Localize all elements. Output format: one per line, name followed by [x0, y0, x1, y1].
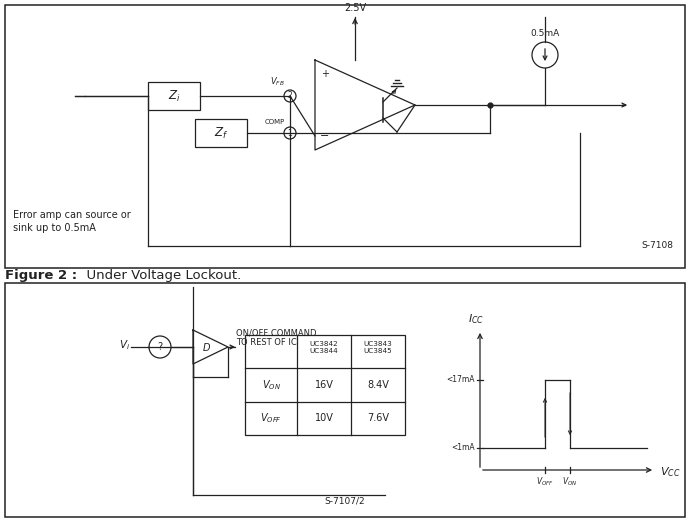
Bar — [245, 335, 405, 435]
Text: TO REST OF IC: TO REST OF IC — [236, 338, 297, 347]
Text: sink up to 0.5mA: sink up to 0.5mA — [13, 223, 96, 233]
Text: ON/OFF COMMAND: ON/OFF COMMAND — [236, 328, 317, 337]
Text: 2: 2 — [288, 91, 293, 100]
Bar — [148, 82, 200, 110]
Text: COMP: COMP — [265, 119, 285, 125]
Bar — [5, 5, 685, 268]
Text: $V_{CC}$: $V_{CC}$ — [660, 465, 680, 479]
Text: Figure 2 :: Figure 2 : — [5, 268, 77, 281]
Bar — [195, 119, 247, 147]
Text: $\mathit{D}$: $\mathit{D}$ — [202, 341, 212, 353]
Text: $V_{ON}$: $V_{ON}$ — [262, 378, 280, 392]
Bar — [5, 283, 685, 517]
Text: 2.5V: 2.5V — [344, 3, 366, 13]
Text: $V_{OFF}$: $V_{OFF}$ — [536, 475, 554, 488]
Text: $V_{ON}$: $V_{ON}$ — [562, 475, 578, 488]
Text: $I_{CC}$: $I_{CC}$ — [468, 312, 484, 326]
Circle shape — [284, 90, 296, 102]
Text: $V_{FB}$: $V_{FB}$ — [270, 76, 285, 88]
Text: 16V: 16V — [315, 380, 333, 390]
Text: ?: ? — [157, 342, 163, 352]
Text: $Z_i$: $Z_i$ — [168, 88, 180, 103]
Text: $V_i$: $V_i$ — [119, 338, 130, 352]
Text: <1mA: <1mA — [451, 444, 475, 453]
Text: −: − — [320, 131, 330, 141]
Text: 10V: 10V — [315, 413, 333, 423]
Text: UC3842
UC3844: UC3842 UC3844 — [310, 341, 338, 354]
Text: +: + — [321, 69, 329, 79]
Text: Error amp can source or: Error amp can source or — [13, 210, 130, 220]
Text: 7.6V: 7.6V — [367, 413, 389, 423]
Text: $V_{OFF}$: $V_{OFF}$ — [260, 412, 282, 425]
Text: UC3843
UC3845: UC3843 UC3845 — [364, 341, 393, 354]
Text: 8.4V: 8.4V — [367, 380, 389, 390]
Text: 0.5mA: 0.5mA — [531, 29, 560, 38]
Text: Under Voltage Lockout.: Under Voltage Lockout. — [78, 268, 242, 281]
Text: S-7108: S-7108 — [641, 241, 673, 250]
Text: <17mA: <17mA — [446, 375, 475, 384]
Text: $Z_f$: $Z_f$ — [214, 125, 228, 141]
Circle shape — [284, 127, 296, 139]
Text: 1: 1 — [288, 129, 293, 138]
Text: S-7107/2: S-7107/2 — [325, 496, 365, 505]
